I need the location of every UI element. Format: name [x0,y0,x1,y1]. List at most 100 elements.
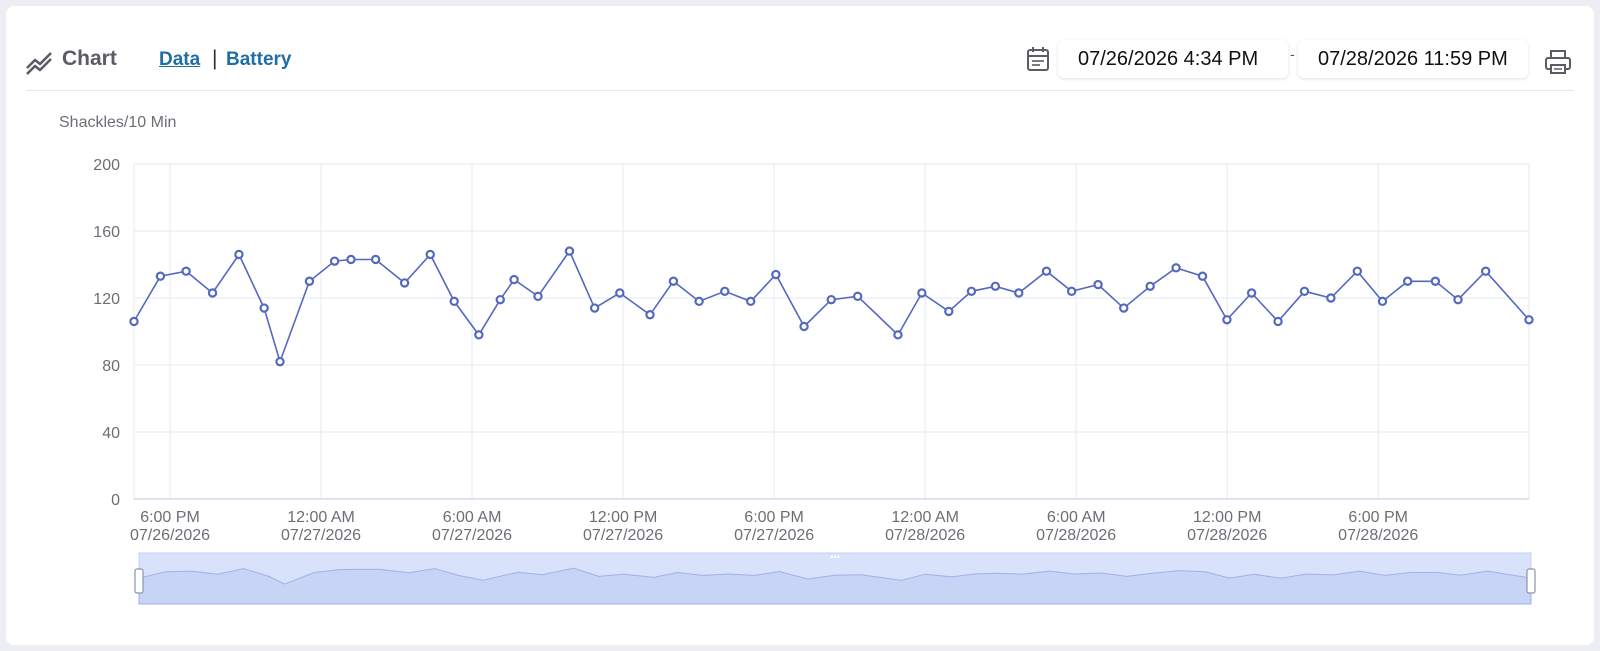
data-point [399,278,410,288]
data-point [799,321,809,332]
y-tick-label: 120 [93,291,120,308]
x-tick-date-label: 07/26/2026 [130,527,210,544]
header-divider [26,90,1574,91]
x-tick-date-label: 07/28/2026 [1187,527,1267,544]
slider-right-handle[interactable] [1526,568,1536,594]
data-point [1524,315,1534,325]
data-point [155,271,166,281]
start-date-field[interactable]: 07/26/2026 4:34 PM [1058,40,1288,78]
data-point [668,276,679,286]
data-point [1246,288,1257,298]
data-point [917,288,927,298]
data-point [207,288,218,298]
chart-title: Chart [62,47,117,70]
x-tick-time-label: 6:00 AM [1047,509,1106,526]
calendar-icon[interactable] [1026,46,1050,72]
data-point [564,246,575,256]
tab-battery[interactable]: Battery [226,49,292,70]
x-tick-time-label: 6:00 AM [443,509,502,526]
data-point [275,356,285,367]
y-tick-label: 160 [93,224,120,241]
data-point [370,254,381,265]
data-point [852,291,863,302]
data-point [346,254,356,265]
data-point [1171,263,1181,273]
data-point [1299,286,1310,296]
data-point [533,291,543,302]
data-point [1014,288,1024,298]
data-point [1377,296,1388,307]
data-point [1197,271,1208,281]
x-tick-time-label: 12:00 AM [891,509,959,526]
y-axis-label: Shackles/10 Min [59,114,177,131]
data-point [1119,303,1129,313]
data-point [645,310,655,320]
x-tick-date-label: 07/27/2026 [583,527,663,544]
data-point [449,296,459,307]
tab-data[interactable]: Data [159,49,201,70]
data-point [1145,281,1155,291]
data-point [1430,276,1441,286]
data-point [474,330,484,340]
x-tick-date-label: 07/27/2026 [432,527,512,544]
chart-series [129,246,1534,367]
x-tick-time-label: 12:00 AM [287,509,355,526]
data-point [129,316,139,327]
data-point [1066,286,1077,296]
data-point [329,256,340,266]
date-range-dash: - [1290,46,1295,62]
y-tick-label: 40 [102,425,120,442]
data-point [1222,315,1232,325]
plot-area-border [133,163,1530,500]
data-point [694,296,704,307]
x-tick-date-label: 07/28/2026 [1036,527,1116,544]
x-tick-time-label: 6:00 PM [140,509,200,526]
data-point [615,288,625,298]
tab-separator: | [212,47,218,70]
data-point [1481,266,1491,276]
x-tick-time-label: 6:00 PM [744,509,804,526]
data-point [1352,266,1363,276]
data-point [259,303,269,313]
y-tick-label: 200 [93,157,120,174]
data-point [1093,279,1103,290]
data-point [990,281,1001,291]
x-tick-time-label: 12:00 PM [1193,509,1261,526]
data-point [944,306,954,317]
data-point [304,276,315,286]
data-point [966,286,977,296]
end-date-field[interactable]: 07/28/2026 11:59 PM [1298,40,1528,78]
x-tick-date-label: 07/27/2026 [734,527,814,544]
x-tick-time-label: 6:00 PM [1348,509,1408,526]
x-tick-time-label: 12:00 PM [589,509,657,526]
slider-left-handle[interactable] [134,568,144,594]
printer-icon[interactable] [1544,48,1572,76]
data-point [425,249,435,260]
slider-overview-area [138,567,1532,605]
data-point [1402,276,1413,286]
data-point [771,269,781,280]
slider-drag-grip[interactable]: ••• [830,552,839,562]
data-point [1041,266,1052,276]
x-tick-date-label: 07/28/2026 [1338,527,1418,544]
data-point [1326,293,1336,303]
data-point [1453,294,1463,305]
y-tick-label: 80 [102,358,120,375]
chart-grid [133,163,1530,500]
data-point [745,296,756,307]
x-tick-date-label: 07/28/2026 [885,527,965,544]
data-point [893,330,903,340]
y-axis: 0 40 80 120 160 200 [93,157,120,509]
y-tick-label: 0 [111,492,120,509]
series-line [133,249,1530,365]
data-point [826,294,836,305]
line-chart-icon [26,52,52,75]
data-point [589,303,600,313]
data-point [495,294,505,305]
x-tick-date-label: 07/27/2026 [281,527,361,544]
zoom-slider: ••• [134,552,1536,605]
data-point [720,286,730,296]
data-point [181,266,191,276]
